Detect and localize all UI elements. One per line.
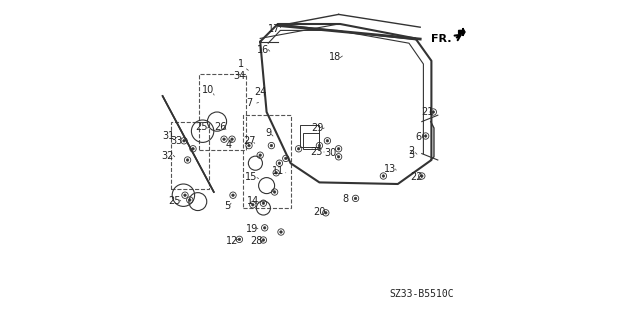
Polygon shape — [459, 28, 465, 36]
Text: 32: 32 — [162, 151, 173, 161]
Text: 20: 20 — [313, 207, 326, 217]
Text: 5: 5 — [225, 201, 231, 212]
Circle shape — [232, 194, 234, 196]
Text: 13: 13 — [384, 164, 396, 174]
Circle shape — [324, 212, 327, 214]
Circle shape — [318, 144, 321, 147]
Text: 28: 28 — [250, 236, 262, 246]
Text: 9: 9 — [265, 128, 271, 139]
Circle shape — [259, 154, 262, 156]
Circle shape — [274, 191, 276, 193]
Circle shape — [262, 202, 265, 204]
Text: 26: 26 — [214, 122, 227, 132]
Circle shape — [421, 175, 423, 177]
Circle shape — [270, 144, 273, 147]
Text: 8: 8 — [342, 194, 349, 204]
Circle shape — [264, 227, 266, 229]
Circle shape — [382, 175, 385, 177]
Circle shape — [262, 239, 265, 241]
Text: 12: 12 — [226, 236, 239, 246]
Circle shape — [326, 140, 329, 142]
Bar — [304, 133, 319, 149]
Circle shape — [337, 156, 340, 158]
Bar — [200, 74, 246, 150]
Text: 24: 24 — [254, 87, 267, 97]
Circle shape — [278, 162, 280, 164]
Bar — [171, 122, 209, 189]
Circle shape — [432, 111, 434, 113]
Text: 14: 14 — [247, 196, 259, 206]
Text: SZ33-B5510C: SZ33-B5510C — [390, 289, 454, 299]
Text: 6: 6 — [416, 132, 422, 142]
Bar — [300, 125, 319, 147]
Circle shape — [192, 148, 194, 150]
Text: 21: 21 — [421, 107, 434, 117]
Text: 17: 17 — [268, 24, 280, 34]
Circle shape — [285, 157, 287, 160]
Text: 29: 29 — [311, 123, 324, 133]
Circle shape — [188, 199, 191, 201]
Circle shape — [238, 238, 240, 241]
Text: 3: 3 — [409, 150, 414, 160]
Text: 22: 22 — [410, 172, 423, 182]
Circle shape — [248, 144, 250, 147]
Text: 2: 2 — [408, 146, 414, 156]
Text: 15: 15 — [245, 172, 258, 182]
Circle shape — [252, 204, 254, 206]
Text: 27: 27 — [243, 136, 255, 147]
Text: 25: 25 — [168, 196, 181, 206]
Circle shape — [223, 138, 225, 140]
Text: 16: 16 — [257, 44, 269, 55]
Text: 4: 4 — [226, 140, 232, 150]
Text: 33: 33 — [170, 136, 183, 147]
Text: 31: 31 — [162, 131, 174, 141]
Circle shape — [275, 172, 277, 174]
Text: FR.: FR. — [431, 34, 451, 44]
Circle shape — [424, 135, 427, 137]
Text: 11: 11 — [272, 166, 284, 176]
Circle shape — [337, 148, 340, 150]
Circle shape — [231, 138, 233, 140]
Text: 1: 1 — [238, 59, 244, 69]
Text: 19: 19 — [246, 224, 259, 234]
Text: 10: 10 — [202, 85, 215, 95]
Text: 18: 18 — [329, 52, 342, 62]
Text: 23: 23 — [310, 147, 323, 157]
Text: 30: 30 — [324, 148, 336, 158]
Circle shape — [183, 140, 185, 142]
Text: 34: 34 — [233, 71, 245, 81]
Text: 7: 7 — [247, 98, 253, 108]
Circle shape — [354, 197, 357, 200]
Circle shape — [187, 159, 189, 161]
Circle shape — [297, 148, 300, 150]
Circle shape — [183, 194, 187, 196]
Text: 25: 25 — [196, 122, 208, 132]
Circle shape — [280, 231, 282, 233]
Bar — [243, 115, 290, 208]
